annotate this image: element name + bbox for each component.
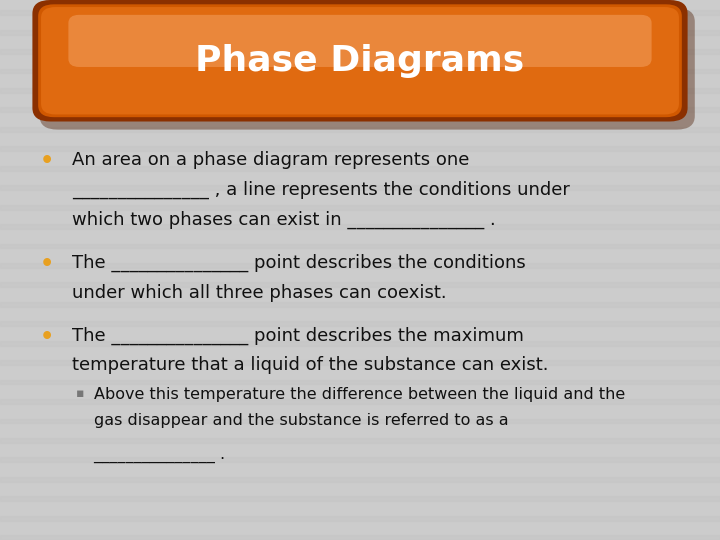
Bar [0, 370, 720, 375]
Bar [0, 535, 720, 540]
Text: which two phases can exist in _______________ .: which two phases can exist in __________… [72, 211, 496, 229]
Bar [0, 244, 720, 248]
Text: _______________ .: _______________ . [94, 449, 226, 464]
Bar [0, 321, 720, 326]
Bar [0, 292, 720, 297]
Bar [0, 350, 720, 355]
Bar [0, 69, 720, 73]
FancyBboxPatch shape [38, 4, 682, 117]
Bar [0, 282, 720, 287]
Bar [0, 156, 720, 161]
FancyBboxPatch shape [68, 15, 652, 67]
Bar [0, 224, 720, 229]
Text: •: • [40, 254, 54, 274]
Bar [0, 302, 720, 307]
Bar [0, 487, 720, 491]
Bar [0, 39, 720, 44]
Text: temperature that a liquid of the substance can exist.: temperature that a liquid of the substan… [72, 356, 549, 374]
Bar [0, 360, 720, 365]
Bar [0, 137, 720, 141]
Bar [0, 273, 720, 278]
Bar [0, 477, 720, 482]
Bar [0, 263, 720, 268]
Bar [0, 30, 720, 35]
Bar [0, 428, 720, 433]
Text: under which all three phases can coexist.: under which all three phases can coexist… [72, 284, 446, 301]
Text: Above this temperature the difference between the liquid and the: Above this temperature the difference be… [94, 387, 625, 402]
Bar [0, 409, 720, 414]
Text: Phase Diagrams: Phase Diagrams [195, 44, 525, 78]
Bar [0, 448, 720, 453]
Bar [0, 205, 720, 210]
Bar [0, 253, 720, 258]
Bar [0, 506, 720, 511]
Bar [0, 1, 720, 5]
Text: The _______________ point describes the maximum: The _______________ point describes the … [72, 327, 524, 345]
FancyBboxPatch shape [32, 0, 688, 122]
Bar [0, 399, 720, 404]
Bar [0, 146, 720, 151]
Bar [0, 185, 720, 190]
Bar [0, 20, 720, 25]
Bar [0, 214, 720, 219]
Bar [0, 418, 720, 423]
Bar [0, 176, 720, 180]
Bar [0, 457, 720, 462]
Bar [0, 341, 720, 346]
Text: gas disappear and the substance is referred to as a: gas disappear and the substance is refer… [94, 413, 508, 428]
Text: •: • [40, 327, 54, 347]
Bar [0, 117, 720, 122]
FancyBboxPatch shape [41, 7, 679, 114]
Bar [0, 78, 720, 83]
Bar [0, 389, 720, 394]
Bar [0, 516, 720, 521]
Text: _______________ , a line represents the conditions under: _______________ , a line represents the … [72, 181, 570, 199]
Bar [0, 59, 720, 64]
Text: An area on a phase diagram represents one: An area on a phase diagram represents on… [72, 151, 469, 169]
FancyBboxPatch shape [40, 8, 695, 130]
Bar [0, 10, 720, 15]
Bar [0, 234, 720, 239]
Bar [0, 312, 720, 316]
Bar [0, 49, 720, 54]
Bar [0, 467, 720, 472]
Bar [0, 525, 720, 530]
Bar [0, 98, 720, 103]
Bar [0, 331, 720, 336]
Text: ▪: ▪ [76, 387, 84, 400]
Bar [0, 166, 720, 171]
Bar [0, 438, 720, 443]
Bar [0, 380, 720, 384]
Bar [0, 107, 720, 112]
Bar [0, 195, 720, 200]
Bar [0, 127, 720, 132]
Text: •: • [40, 151, 54, 171]
Text: The _______________ point describes the conditions: The _______________ point describes the … [72, 254, 526, 272]
Bar [0, 88, 720, 93]
Bar [0, 496, 720, 501]
